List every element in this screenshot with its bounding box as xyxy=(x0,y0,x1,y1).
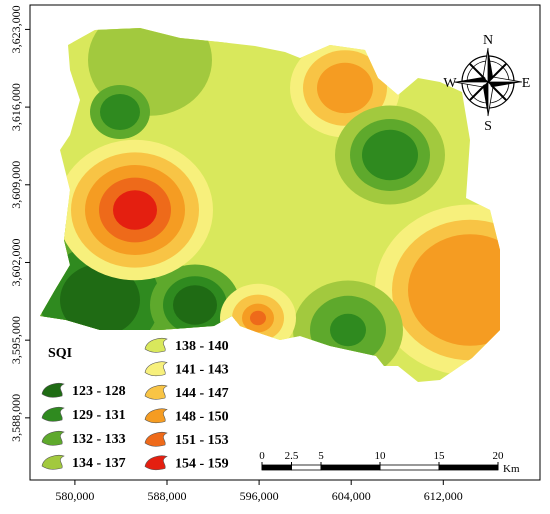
legend-label: 141 - 143 xyxy=(175,363,229,378)
legend-label: 132 - 133 xyxy=(72,432,126,447)
compass-north: N xyxy=(483,33,493,48)
scale-segment xyxy=(291,464,322,471)
y-tick-label: 3,595,000 xyxy=(9,316,23,364)
legend-swatch xyxy=(41,407,65,422)
scale-segment xyxy=(438,464,499,471)
compass-east: E xyxy=(522,76,531,91)
y-tick-label: 3,602,000 xyxy=(9,238,23,286)
y-tick-label: 3,623,000 xyxy=(9,5,23,53)
legend-label: 144 - 147 xyxy=(175,386,229,401)
x-tick-label: 588,000 xyxy=(147,489,186,503)
legend-swatch xyxy=(41,431,65,446)
legend-label: 134 - 137 xyxy=(72,456,126,471)
x-tick-label: 604,000 xyxy=(332,489,371,503)
scale-unit: Km xyxy=(503,463,520,475)
legend-title: SQI xyxy=(48,346,72,361)
compass-west: W xyxy=(443,76,457,91)
sqi-zone xyxy=(113,190,157,230)
legend-label: 123 - 128 xyxy=(72,384,126,399)
scale-segment xyxy=(320,464,381,471)
sqi-zone xyxy=(100,94,140,130)
legend-label: 154 - 159 xyxy=(175,457,229,472)
scale-segment xyxy=(379,464,440,471)
scale-label: 0 xyxy=(259,450,265,462)
scale-label: 5 xyxy=(318,450,324,462)
sqi-zone xyxy=(317,62,373,114)
legend-swatch xyxy=(41,383,65,398)
legend-swatch xyxy=(41,455,65,470)
scale-label: 10 xyxy=(375,450,387,462)
compass-rose: N S E W xyxy=(443,33,530,134)
legend-swatch xyxy=(144,432,168,447)
legend-label: 129 - 131 xyxy=(72,408,126,423)
scale-segment xyxy=(261,464,292,471)
sqi-zone xyxy=(250,310,266,326)
scale-label: 15 xyxy=(434,450,446,462)
sqi-zone xyxy=(362,129,418,181)
compass-south: S xyxy=(484,119,492,134)
sqi-zone xyxy=(330,313,366,347)
scale-label: 2.5 xyxy=(285,450,299,462)
legend-label: 148 - 150 xyxy=(175,410,229,425)
legend-label: 138 - 140 xyxy=(175,339,229,354)
y-tick-label: 3,616,000 xyxy=(9,83,23,131)
map-frame xyxy=(29,4,541,481)
x-tick-label: 580,000 xyxy=(55,489,94,503)
legend-swatch xyxy=(144,408,168,424)
y-tick-label: 3,588,000 xyxy=(9,394,23,442)
x-tick-label: 612,000 xyxy=(424,489,463,503)
legend-swatch xyxy=(144,385,168,400)
legend-swatch xyxy=(144,455,168,471)
sqi-zone xyxy=(408,234,500,346)
legend-swatch xyxy=(144,361,168,377)
sqi-zone xyxy=(173,285,217,325)
y-tick-label: 3,609,000 xyxy=(9,161,23,209)
scale-label: 20 xyxy=(493,450,505,462)
x-tick-label: 596,000 xyxy=(240,489,279,503)
legend-swatch xyxy=(144,338,168,353)
legend-label: 151 - 153 xyxy=(175,433,229,448)
sqi-zone xyxy=(60,264,140,336)
